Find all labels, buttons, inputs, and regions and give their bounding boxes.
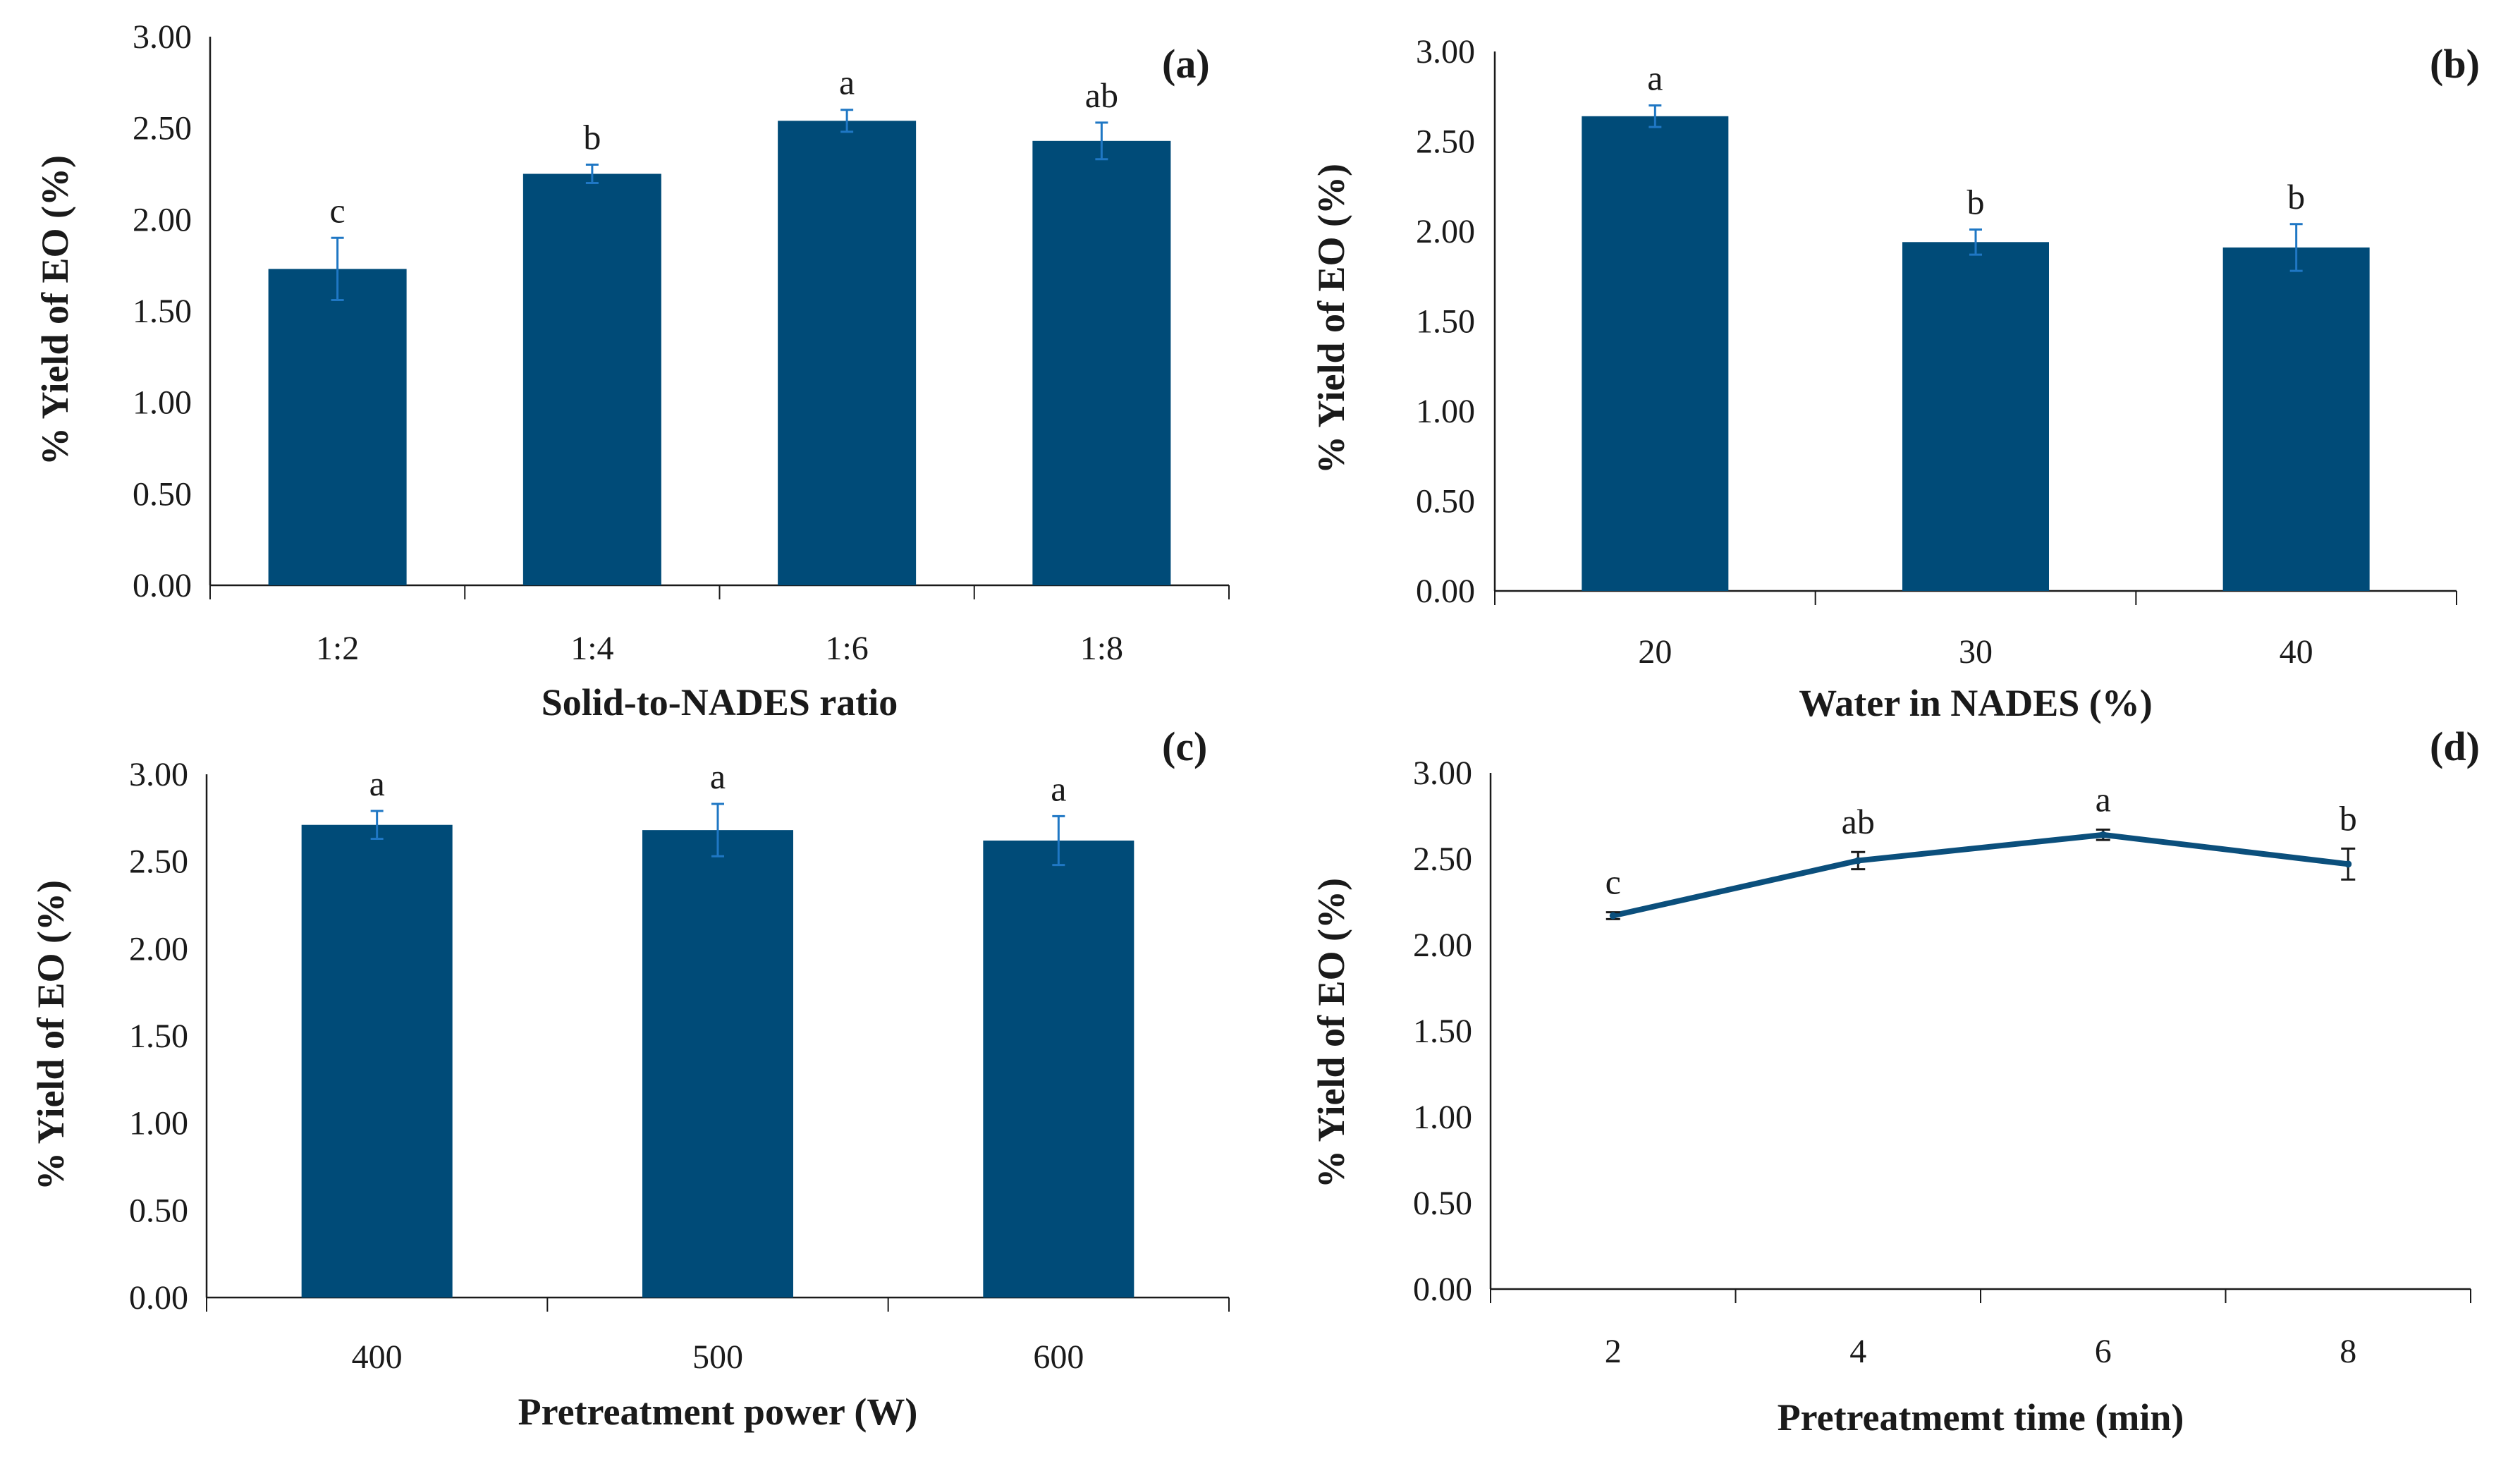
x-tick-label: 2 (1605, 1333, 1622, 1370)
y-axis-title: % Yield of EO (%) (34, 155, 76, 465)
panel-label: (a) (1162, 41, 1210, 87)
y-tick-label: 0.50 (1416, 483, 1475, 520)
y-tick-label: 3.00 (1416, 33, 1475, 71)
significance-letter: a (2096, 780, 2111, 819)
significance-letter: a (369, 764, 385, 803)
data-point (1854, 857, 1862, 865)
chart-panel-a: 0.00 0.50 1.00 1.50 2.00 2.50 3.00 1:2 1:4 1:6 1:8… (34, 18, 1230, 724)
y-tick-label: 3.00 (129, 756, 188, 793)
chart-panel-b: 0.00 0.50 1.00 1.50 2.00 2.50 3.00 20 30 40 a b b Wat… (1310, 33, 2480, 724)
panel-label: (b) (2430, 41, 2480, 87)
x-tick-label: 20 (1638, 633, 1672, 671)
chart-panel-c: 0.00 0.50 1.00 1.50 2.00 2.50 3.00 400 500 600 a a a… (30, 724, 1230, 1433)
y-tick-label: 1.00 (1416, 393, 1475, 430)
bar (778, 121, 917, 585)
y-tick-label: 2.50 (1413, 841, 1472, 878)
y-tick-label: 0.50 (1413, 1185, 1472, 1222)
significance-letter: b (2339, 798, 2357, 838)
x-tick-label: 500 (692, 1338, 743, 1376)
significance-letter: ab (1842, 802, 1875, 841)
x-axis-title: Pretreatment power (W) (518, 1391, 918, 1433)
significance-letter: b (2287, 177, 2305, 216)
x-tick-label: 400 (352, 1338, 403, 1376)
significance-letter: b (1967, 182, 1985, 221)
y-axis-title: % Yield of EO (%) (1310, 878, 1352, 1188)
y-axis-title: % Yield of EO (%) (30, 880, 72, 1190)
y-tick-label: 3.00 (133, 18, 192, 56)
x-axis-title: Water in NADES (%) (1799, 682, 2153, 724)
x-axis-title: Solid-to-NADES ratio (542, 681, 898, 724)
x-axis-title: Pretreatmemt time (min) (1778, 1396, 2184, 1439)
y-tick-label: 1.00 (129, 1105, 188, 1142)
y-tick-label: 0.00 (1413, 1271, 1472, 1308)
y-tick-label: 2.50 (133, 110, 192, 147)
y-tick-label: 2.00 (129, 930, 188, 968)
y-tick-label: 1.50 (1416, 303, 1475, 341)
bar (983, 840, 1134, 1298)
x-tick-label: 1:2 (316, 630, 359, 667)
y-tick-label: 1.50 (1413, 1013, 1472, 1050)
panel-label: (d) (2430, 724, 2480, 769)
significance-letter: c (330, 190, 345, 230)
data-point (2344, 860, 2352, 868)
y-tick-label: 2.00 (133, 201, 192, 238)
y-tick-label: 3.00 (1413, 755, 1472, 792)
y-tick-label: 0.00 (129, 1279, 188, 1317)
significance-letter: c (1605, 862, 1621, 902)
y-tick-label: 2.50 (129, 843, 188, 881)
x-tick-label: 40 (2280, 633, 2313, 671)
significance-letter: a (1647, 59, 1663, 98)
bar (2222, 247, 2370, 591)
y-tick-label: 2.00 (1416, 213, 1475, 250)
y-tick-label: 2.00 (1413, 927, 1472, 964)
series-line (1610, 831, 2351, 919)
data-point (1609, 912, 1617, 920)
bar (1582, 116, 1729, 592)
panel-label: (c) (1162, 724, 1207, 769)
x-tick-label: 8 (2339, 1333, 2356, 1370)
significance-letter: ab (1085, 75, 1118, 115)
bar (1032, 140, 1171, 585)
x-tick-label: 30 (1959, 633, 1993, 671)
y-axis-title: % Yield of EO (%) (1310, 164, 1352, 474)
y-tick-label: 0.50 (133, 475, 192, 513)
y-tick-label: 0.50 (129, 1192, 188, 1229)
bar (522, 173, 661, 585)
significance-letter: a (839, 63, 855, 102)
y-tick-label: 1.50 (133, 293, 192, 330)
y-tick-label: 1.50 (129, 1018, 188, 1055)
data-point (2099, 831, 2107, 838)
significance-letter: a (710, 757, 726, 796)
x-tick-label: 1:6 (825, 630, 868, 667)
bar (642, 830, 793, 1298)
x-tick-label: 6 (2095, 1333, 2112, 1370)
y-tick-label: 1.00 (1413, 1099, 1472, 1136)
y-tick-label: 0.00 (133, 567, 192, 604)
bar (268, 269, 407, 585)
significance-letter: a (1051, 769, 1066, 808)
y-tick-label: 0.00 (1416, 573, 1475, 610)
x-tick-label: 1:8 (1080, 630, 1123, 667)
x-tick-label: 1:4 (570, 630, 613, 667)
bar (1902, 242, 2049, 591)
y-tick-label: 1.00 (133, 384, 192, 422)
significance-letter: b (583, 118, 601, 157)
y-tick-label: 2.50 (1416, 123, 1475, 161)
x-tick-label: 600 (1033, 1338, 1084, 1376)
x-tick-label: 4 (1849, 1333, 1866, 1370)
bar (301, 824, 453, 1298)
